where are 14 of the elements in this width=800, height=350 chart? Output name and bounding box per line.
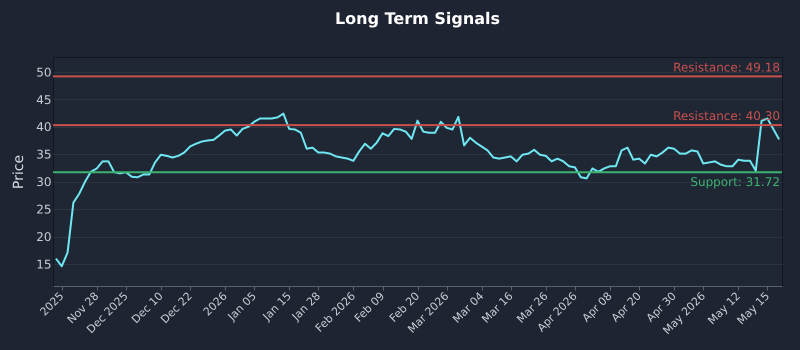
y-tick-label: 25 [36,202,52,217]
chart-title: Long Term Signals [334,9,500,28]
y-tick-label: 20 [36,230,52,244]
y-tick-label: 40 [36,120,52,134]
y-tick-label: 15 [36,258,52,272]
y-tick-label: 50 [36,65,52,80]
y-tick-label: 45 [36,92,52,107]
ref-line-label: Support: 31.72 [690,175,780,190]
y-axis-title: Price [11,154,28,190]
ref-line-label: Resistance: 40.30 [673,109,780,124]
ref-line-label: Resistance: 49.18 [673,60,780,74]
y-tick-label: 30 [36,175,52,190]
y-tick-label: 35 [36,148,52,162]
line-series [54,112,780,268]
